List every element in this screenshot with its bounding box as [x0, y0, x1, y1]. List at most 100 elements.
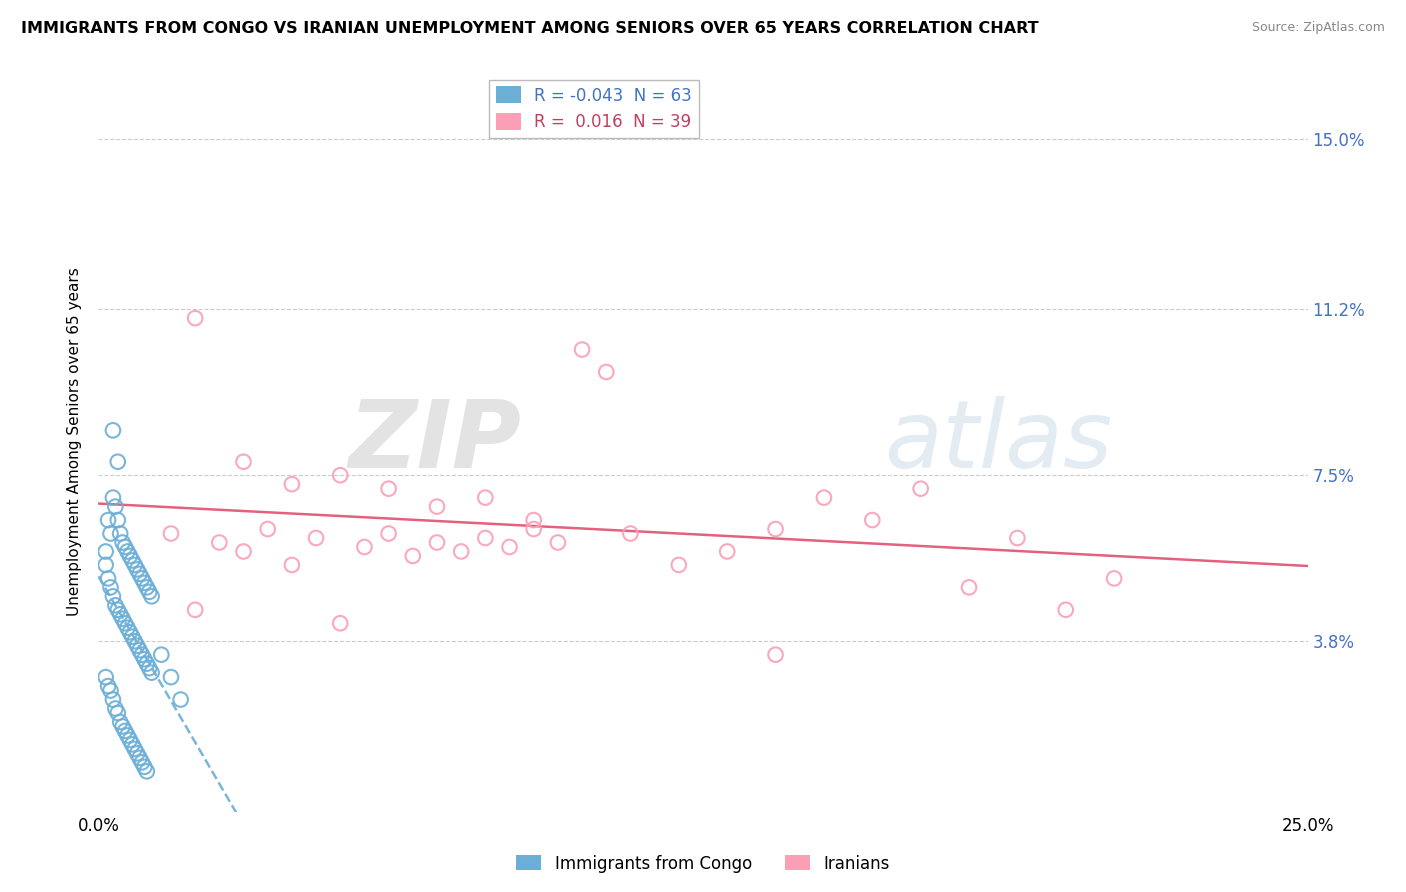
Point — [329, 616, 352, 631]
Text: ZIP: ZIP — [349, 395, 522, 488]
Point — [101, 590, 124, 604]
Point — [765, 522, 787, 536]
Point — [94, 558, 117, 572]
Point — [232, 455, 254, 469]
Point — [150, 648, 173, 662]
Point — [101, 491, 124, 505]
Point — [107, 513, 129, 527]
Point — [141, 665, 163, 680]
Point — [232, 544, 254, 558]
Point — [860, 513, 883, 527]
Point — [547, 535, 569, 549]
Point — [104, 599, 127, 613]
Point — [208, 535, 231, 549]
Point — [281, 477, 304, 491]
Point — [131, 648, 153, 662]
Point — [117, 728, 139, 742]
Point — [377, 482, 399, 496]
Point — [117, 544, 139, 558]
Point — [571, 343, 593, 357]
Point — [160, 526, 183, 541]
Point — [160, 670, 183, 684]
Point — [813, 491, 835, 505]
Point — [402, 549, 425, 563]
Point — [523, 522, 546, 536]
Point — [121, 630, 143, 644]
Legend: R = -0.043  N = 63, R =  0.016  N = 39: R = -0.043 N = 63, R = 0.016 N = 39 — [489, 79, 699, 137]
Point — [107, 706, 129, 720]
Point — [124, 742, 146, 756]
Point — [97, 679, 120, 693]
Point — [134, 760, 156, 774]
Point — [108, 714, 131, 729]
Point — [117, 621, 139, 635]
Point — [765, 648, 787, 662]
Point — [121, 738, 143, 752]
Point — [101, 423, 124, 437]
Point — [281, 558, 304, 572]
Point — [305, 531, 328, 545]
Point — [426, 500, 449, 514]
Point — [134, 652, 156, 666]
Point — [134, 575, 156, 590]
Point — [135, 580, 157, 594]
Point — [121, 553, 143, 567]
Point — [450, 544, 472, 558]
Point — [128, 566, 150, 581]
Point — [111, 535, 134, 549]
Point — [256, 522, 278, 536]
Point — [114, 540, 136, 554]
Legend: Immigrants from Congo, Iranians: Immigrants from Congo, Iranians — [509, 848, 897, 880]
Point — [108, 607, 131, 622]
Point — [1054, 603, 1077, 617]
Text: atlas: atlas — [884, 396, 1112, 487]
Point — [377, 526, 399, 541]
Point — [118, 625, 141, 640]
Point — [474, 491, 496, 505]
Point — [97, 571, 120, 585]
Point — [668, 558, 690, 572]
Point — [104, 701, 127, 715]
Point — [135, 657, 157, 671]
Point — [329, 468, 352, 483]
Point — [1102, 571, 1125, 585]
Point — [1007, 531, 1029, 545]
Point — [595, 365, 617, 379]
Point — [169, 692, 191, 706]
Point — [111, 719, 134, 733]
Point — [127, 747, 149, 761]
Point — [474, 531, 496, 545]
Point — [111, 612, 134, 626]
Point — [101, 692, 124, 706]
Point — [114, 616, 136, 631]
Point — [124, 558, 146, 572]
Point — [957, 580, 980, 594]
Point — [127, 639, 149, 653]
Point — [138, 585, 160, 599]
Point — [131, 756, 153, 770]
Point — [124, 634, 146, 648]
Point — [100, 526, 122, 541]
Point — [498, 540, 520, 554]
Point — [128, 643, 150, 657]
Point — [523, 513, 546, 527]
Point — [353, 540, 375, 554]
Point — [716, 544, 738, 558]
Point — [107, 455, 129, 469]
Point — [94, 544, 117, 558]
Point — [127, 562, 149, 576]
Point — [94, 670, 117, 684]
Point — [426, 535, 449, 549]
Point — [104, 500, 127, 514]
Point — [138, 661, 160, 675]
Point — [118, 733, 141, 747]
Point — [131, 571, 153, 585]
Point — [135, 764, 157, 779]
Point — [184, 603, 207, 617]
Point — [100, 683, 122, 698]
Point — [97, 513, 120, 527]
Point — [141, 590, 163, 604]
Point — [100, 580, 122, 594]
Point — [184, 311, 207, 326]
Point — [118, 549, 141, 563]
